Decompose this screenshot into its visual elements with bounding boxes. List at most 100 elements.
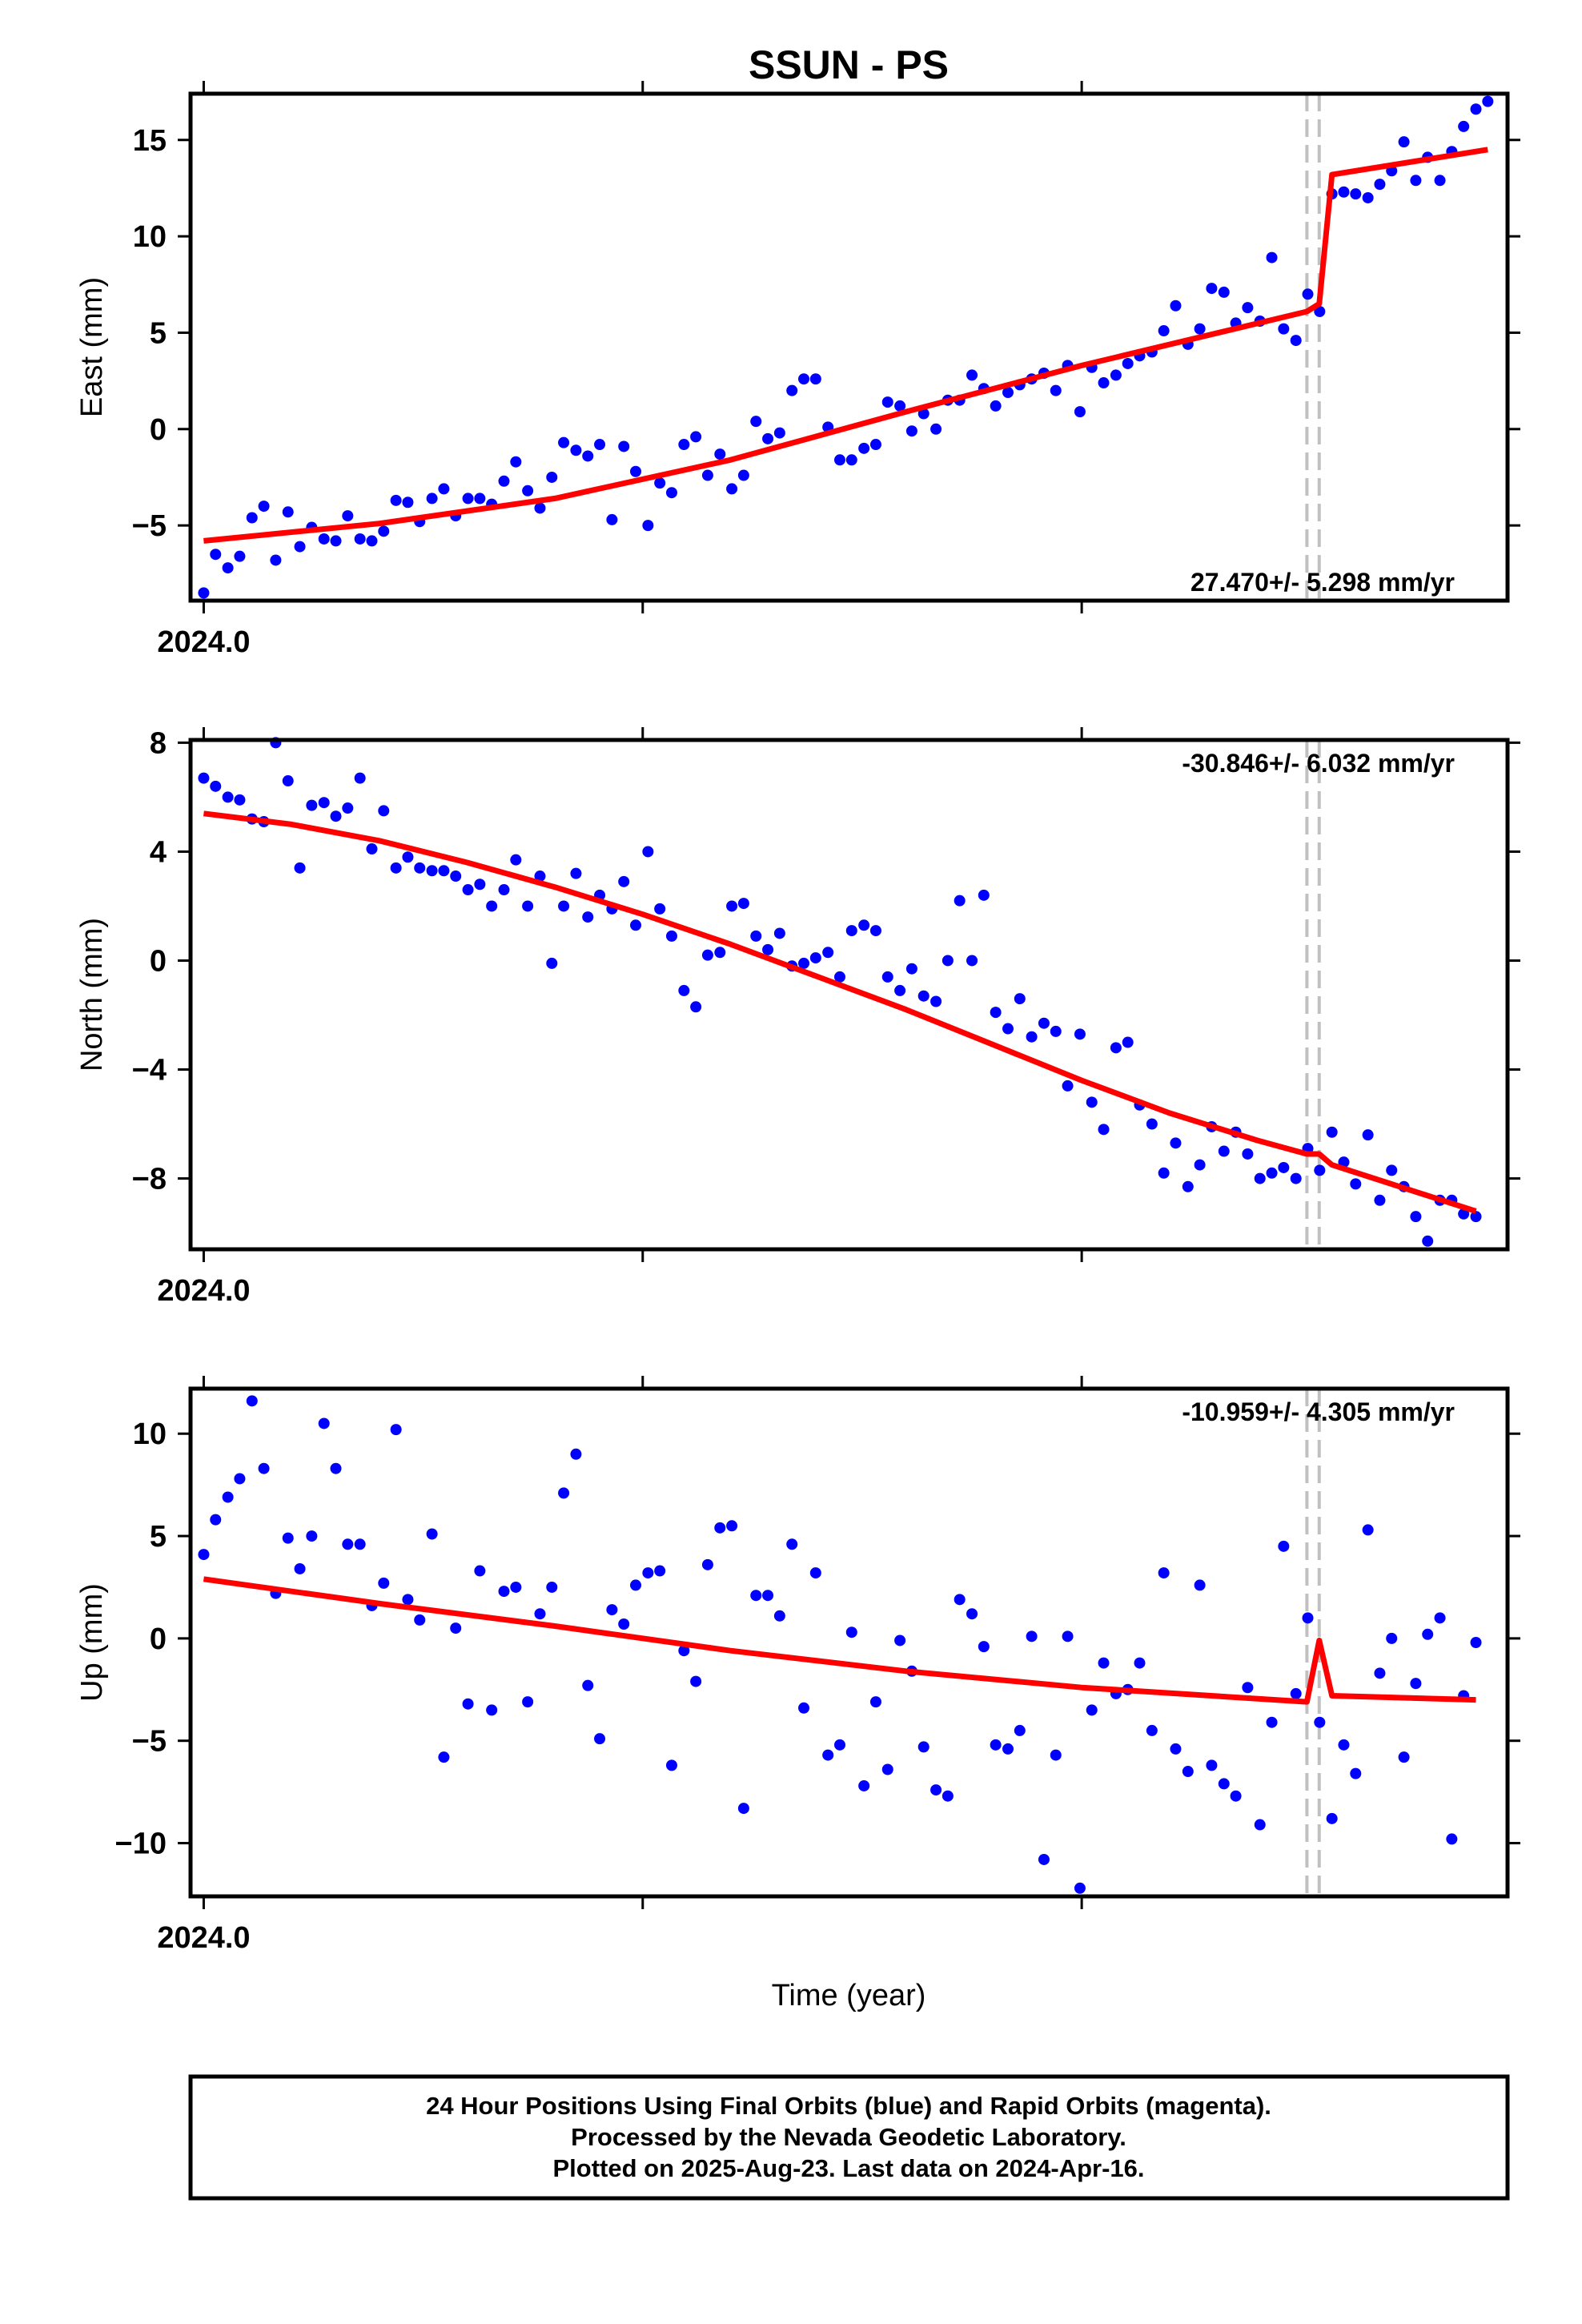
data-point [234,1473,246,1485]
data-point [294,541,306,553]
data-point [210,1514,222,1526]
y-tick-label: 4 [150,835,167,869]
velocity-rate-label: -10.959+/- 4.305 mm/yr [1182,1397,1455,1426]
data-point [198,772,210,784]
data-point [1266,1167,1278,1179]
data-point [450,1622,462,1634]
data-point [222,562,234,574]
data-point [1026,1630,1038,1642]
data-point [246,512,258,524]
data-point [462,884,474,896]
data-point [306,1530,318,1542]
data-point [665,487,677,499]
data-point [342,802,354,814]
data-point [701,949,713,961]
data-point [474,879,486,891]
data-point [690,1675,702,1687]
data-point [1098,377,1110,389]
data-point [210,780,222,792]
data-point [858,1779,870,1791]
chart-panels: −5 0 5 10 15 2024.0 27.470+/- 5.298 mm/yr East … [75,81,1520,1955]
data-point [438,483,450,495]
y-axis-label: East (mm) [75,277,109,417]
x-tick-label: 2024.0 [157,1921,250,1955]
data-point [378,1577,390,1589]
y-tick-label: 5 [150,316,167,350]
data-point [762,432,774,444]
data-point [1134,1657,1146,1669]
data-point [1278,1161,1290,1173]
data-point [426,1528,438,1540]
data-point [701,1558,713,1570]
data-point [714,947,726,959]
data-point [1326,1126,1338,1138]
data-point [833,454,845,466]
data-point [1242,1682,1254,1694]
data-point [833,1739,845,1751]
data-point [894,984,906,996]
data-point [930,423,942,435]
data-point [917,408,930,420]
data-point [1290,1687,1302,1699]
data-point [330,810,342,822]
data-point [582,450,594,462]
data-point [809,373,821,385]
data-point [1026,1031,1038,1043]
data-point [978,1641,990,1653]
data-point [618,440,630,452]
data-point [210,549,222,561]
data-point [678,984,690,996]
data-point [630,919,642,931]
data-point [690,1001,702,1013]
data-point [1398,1751,1410,1763]
data-point [809,1567,821,1579]
data-point [1194,1159,1206,1171]
data-point [1038,1017,1050,1029]
data-point [1254,1819,1266,1831]
data-point [1146,1724,1158,1736]
data-point [1410,1211,1422,1223]
data-point [1110,1042,1122,1054]
data-point [930,995,942,1007]
data-point [1122,1036,1134,1048]
footer-line-1: 24 Hour Positions Using Final Orbits (bl… [426,2092,1271,2120]
data-point [1266,251,1278,263]
data-point [905,425,917,437]
data-point [1182,1180,1194,1192]
data-point [618,875,630,887]
data-point [222,1491,234,1503]
data-point [606,1604,618,1616]
data-point [737,898,749,910]
footer-line-2: Processed by the Nevada Geodetic Laborat… [571,2123,1126,2151]
data-point [750,1590,762,1602]
data-point [342,510,354,522]
data-point [1446,1833,1458,1845]
data-point [1434,1612,1446,1624]
data-point [1146,1118,1158,1130]
data-point [1278,1540,1290,1552]
data-point [1470,1637,1482,1648]
data-point [474,1565,486,1577]
y-tick-label: 0 [150,413,167,447]
data-point [318,1417,330,1429]
data-point [881,1763,893,1775]
data-point [966,955,978,967]
data-point [606,513,618,525]
panel-east: −5 0 5 10 15 2024.0 27.470+/- 5.298 mm/yr East … [75,81,1520,659]
data-point [498,475,510,487]
data-point [678,439,690,451]
data-point [534,1608,546,1620]
data-point [498,1586,510,1598]
data-point [1422,1235,1434,1247]
data-point [1290,1172,1302,1184]
data-point [630,1579,642,1591]
data-point [678,1645,690,1657]
data-point [1014,993,1026,1005]
data-point [881,971,893,983]
data-point [1338,1739,1350,1751]
data-point [1350,1178,1362,1190]
data-point [378,525,390,537]
data-point [1014,1724,1026,1736]
data-point [809,952,821,964]
data-point [642,520,654,532]
